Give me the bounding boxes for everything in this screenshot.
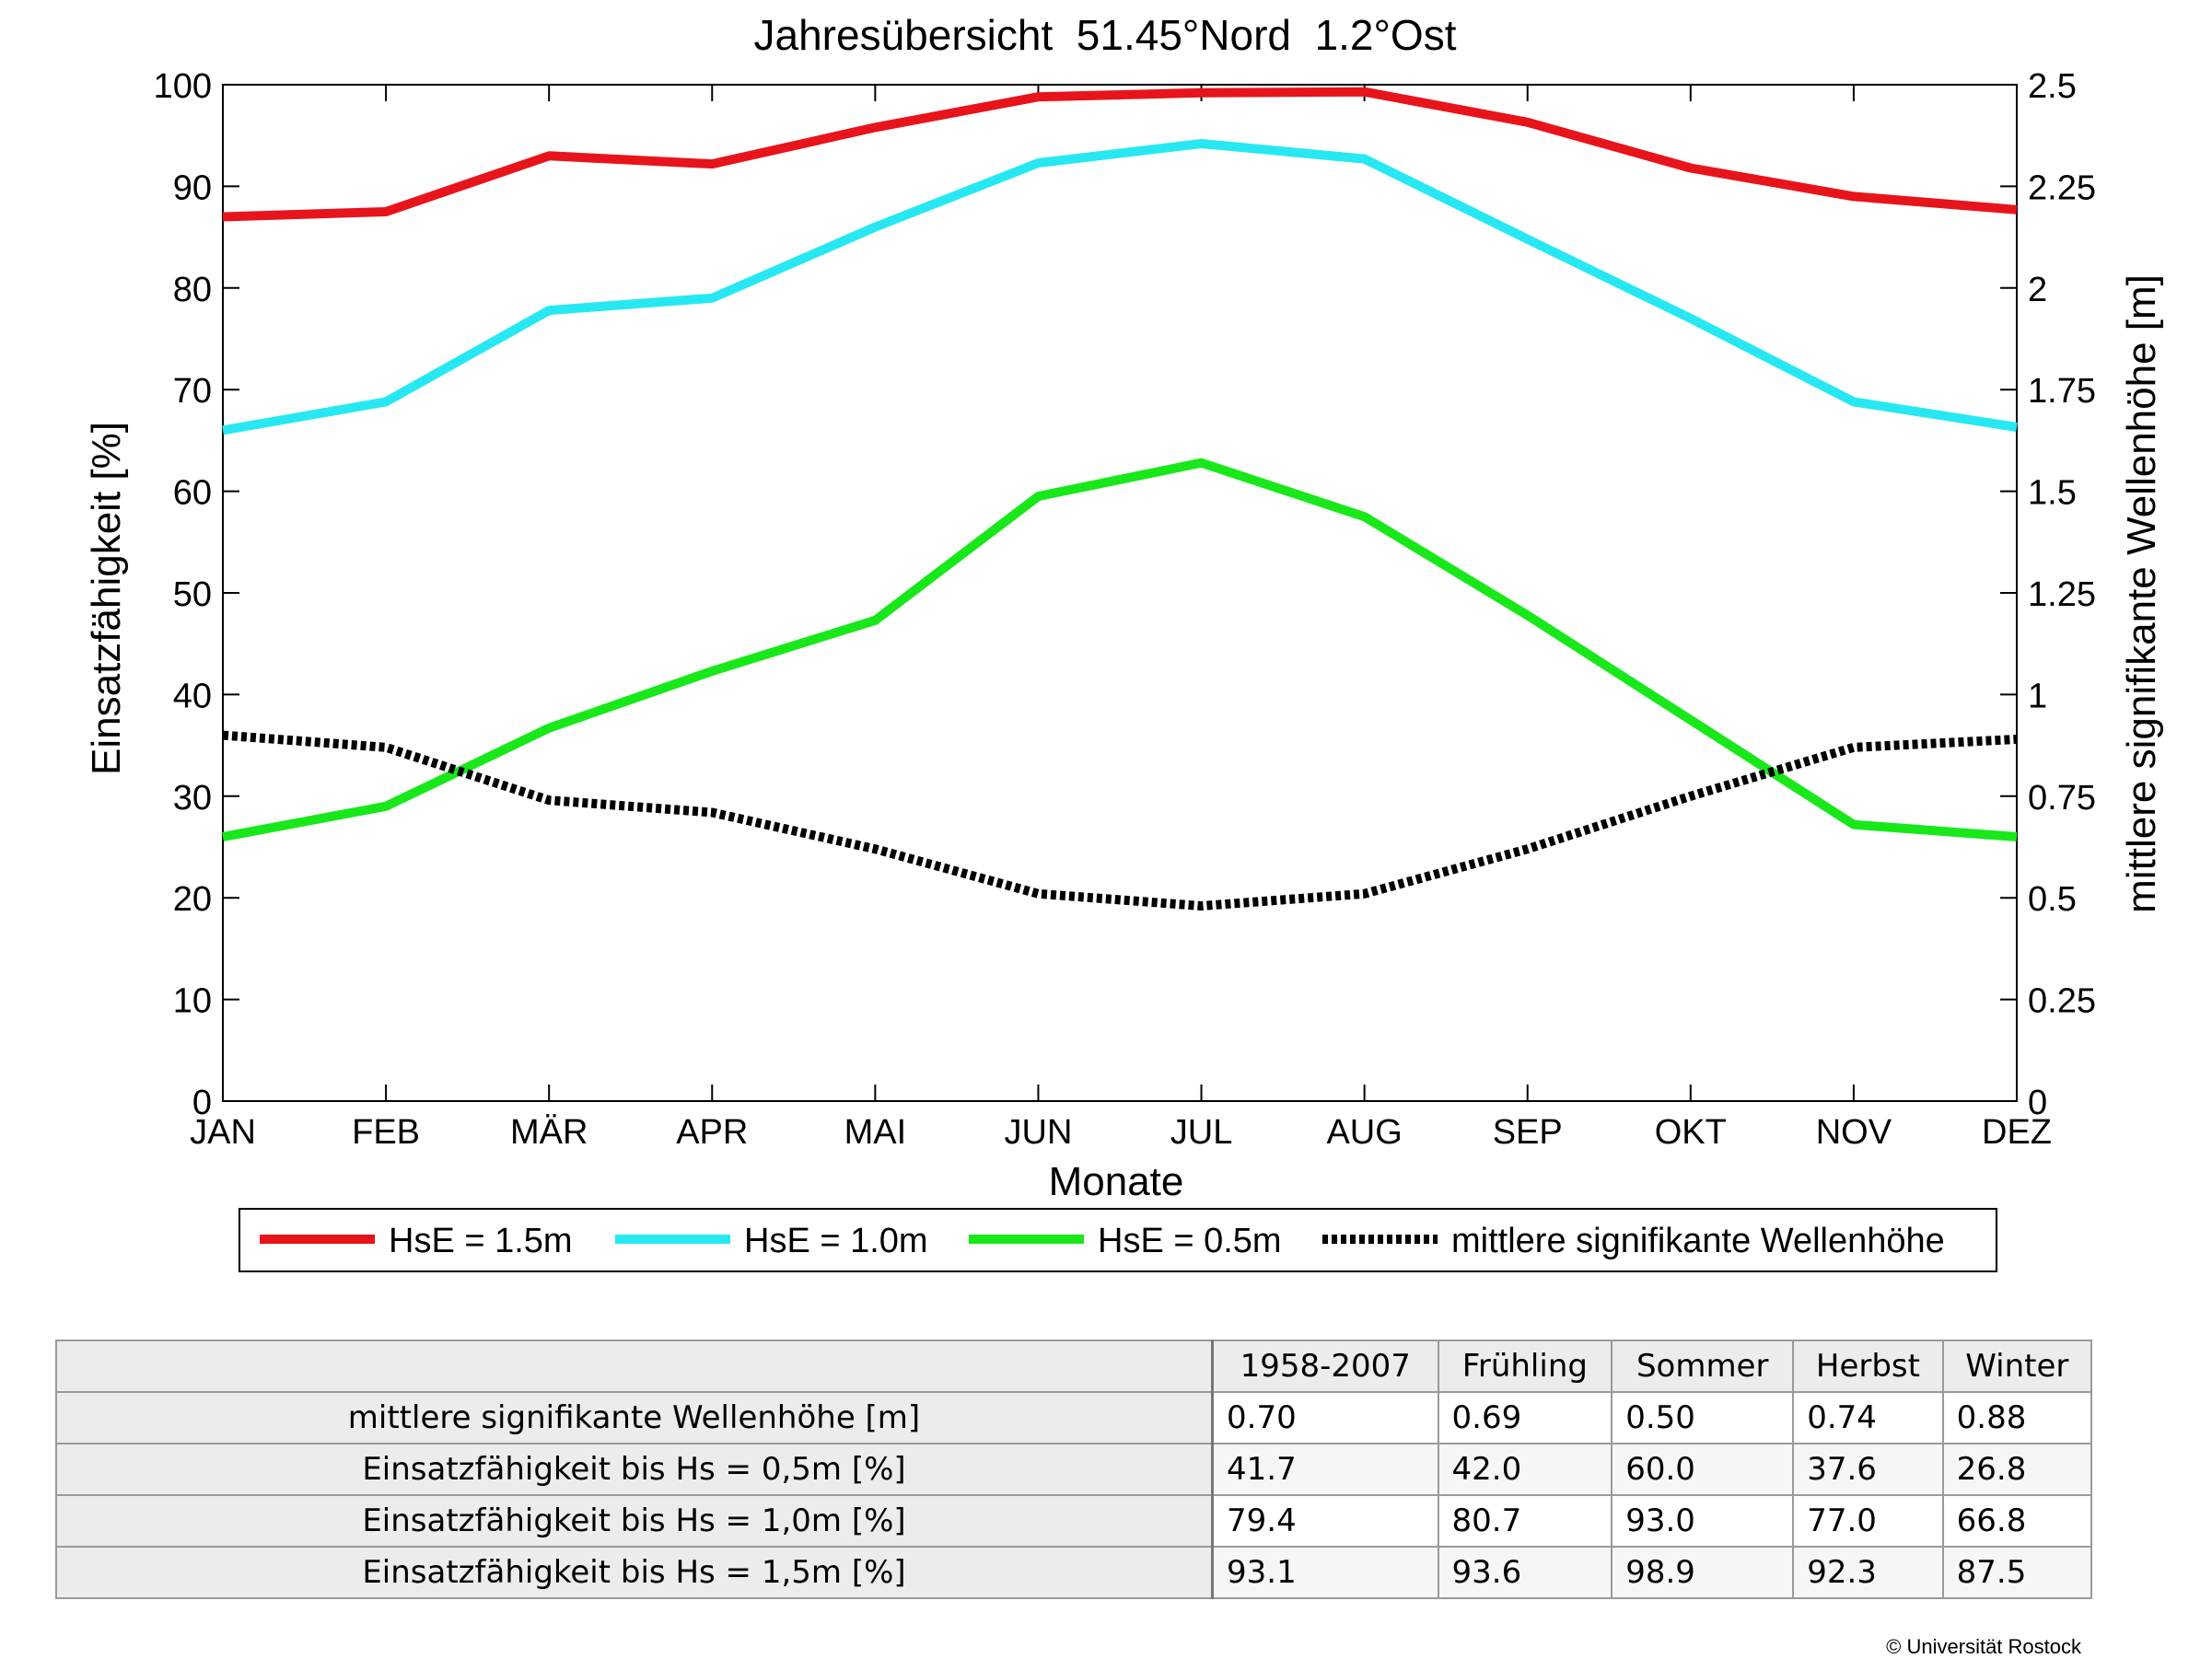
legend: HsE = 1.5m HsE = 1.0m HsE = 0.5m mittlere s… [239, 1208, 1997, 1272]
x-tick-label: APR [676, 1113, 748, 1152]
table-corner-cell [55, 1340, 1214, 1393]
legend-box [239, 1208, 1997, 1272]
y-tick-label: 20 [173, 880, 212, 919]
y-right-tick-label: 1 [2028, 677, 2047, 715]
plot-area [222, 84, 2018, 1102]
legend-entry-label: HsE = 0.5m [1098, 1222, 1282, 1260]
y-right-tick-label: 0.25 [2028, 982, 2096, 1021]
table-cell: 79.4 [1211, 1494, 1439, 1548]
legend-entry-label: HsE = 1.5m [389, 1222, 573, 1260]
y-right-tick-label: 2 [2028, 271, 2047, 309]
table-cell: 98.9 [1611, 1546, 1795, 1599]
table-cell: 0.69 [1437, 1391, 1613, 1444]
table-cell: 0.70 [1211, 1391, 1439, 1444]
table-cell: 93.1 [1211, 1546, 1439, 1599]
table-row: Einsatzfähigkeit bis Hs = 1,0m [%] 79.4 … [55, 1494, 2093, 1548]
table-header-row: 1958-2007 Frühling Sommer Herbst Winter [55, 1340, 2093, 1393]
column-header: Frühling [1437, 1340, 1613, 1393]
series-lines [222, 87, 2018, 911]
table-cell: 0.50 [1611, 1391, 1795, 1444]
table-cell: 93.0 [1611, 1494, 1795, 1548]
table-cell: 42.0 [1437, 1443, 1613, 1496]
table-cell: 0.74 [1792, 1391, 1944, 1444]
table-cell: 87.5 [1941, 1546, 2093, 1599]
y-tick-label: 50 [173, 575, 212, 614]
table-cell: 26.8 [1941, 1443, 2093, 1496]
y-right-tick-label: 0.75 [2028, 779, 2096, 818]
y-right-tick-label: 0 [2028, 1084, 2047, 1122]
plot-frame [222, 84, 2018, 1102]
series-line [222, 730, 2018, 911]
row-label: Einsatzfähigkeit bis Hs = 1,0m [%] [55, 1494, 1214, 1548]
table-cell: 92.3 [1792, 1546, 1944, 1599]
y-tick-label: 0 [192, 1084, 212, 1122]
table-cell: 41.7 [1211, 1443, 1439, 1496]
legend-entry-label: HsE = 1.0m [744, 1222, 928, 1260]
table-row: Einsatzfähigkeit bis Hs = 0,5m [%] 41.7 … [55, 1443, 2093, 1496]
column-header: Herbst [1792, 1340, 1944, 1393]
column-header: Sommer [1611, 1340, 1795, 1393]
table-cell: 77.0 [1792, 1494, 1944, 1548]
table-cell: 66.8 [1941, 1494, 2093, 1548]
series-line [222, 139, 2018, 435]
chart-title: Jahresübersicht 51.45°Nord 1.2°Ost [754, 11, 1457, 59]
x-tick-label: FEB [352, 1113, 420, 1152]
y-axis-label-left: Einsatzfähigkeit [%] [84, 422, 129, 775]
y-tick-label: 90 [173, 168, 212, 207]
x-axis: JAN FEB MÄR APR MAI JUN JUL AUG SEP OKT NOV DEZ [190, 85, 2052, 1152]
column-header: 1958-2007 [1211, 1340, 1439, 1393]
series-line [222, 458, 2018, 841]
y-tick-label: 80 [173, 271, 212, 309]
y-tick-label: 30 [173, 779, 212, 818]
x-tick-label: MAI [844, 1113, 907, 1152]
y-axis-label-right: mittlere signifikante Wellenhöhe [m] [2119, 274, 2164, 913]
x-tick-label: JAN [190, 1113, 256, 1152]
table-row: Einsatzfähigkeit bis Hs = 1,5m [%] 93.1 … [55, 1546, 2093, 1599]
table-cell: 93.6 [1437, 1546, 1613, 1599]
y-axis-left: 0 10 20 30 40 50 60 70 80 90 100 [154, 67, 239, 1122]
x-tick-label: SEP [1493, 1113, 1563, 1152]
table-cell: 37.6 [1792, 1443, 1944, 1496]
row-label: Einsatzfähigkeit bis Hs = 0,5m [%] [55, 1443, 1214, 1496]
table-row: mittlere signifikante Wellenhöhe [m] 0.7… [55, 1391, 2093, 1444]
row-label: mittlere signifikante Wellenhöhe [m] [55, 1391, 1214, 1444]
x-tick-label: JUN [1005, 1113, 1073, 1152]
y-right-tick-label: 0.5 [2028, 880, 2077, 919]
table-cell: 60.0 [1611, 1443, 1795, 1496]
x-axis-label: Monate [1049, 1159, 1184, 1204]
x-tick-label: DEZ [1982, 1113, 2052, 1152]
y-right-tick-label: 2.5 [2028, 67, 2077, 106]
x-tick-label: OKT [1655, 1113, 1727, 1152]
y-right-tick-label: 2.25 [2028, 168, 2096, 207]
y-right-tick-label: 1.5 [2028, 474, 2077, 513]
series-line [222, 87, 2018, 222]
x-tick-label: MÄR [510, 1113, 588, 1152]
chart: Jahresübersicht 51.45°Nord 1.2°Ost 01020… [84, 11, 2164, 1272]
y-tick-label: 60 [173, 474, 212, 513]
statistics-table: 1958-2007 Frühling Sommer Herbst Winter … [55, 1340, 2093, 1599]
y-tick-label: 70 [173, 372, 212, 411]
table-cell: 80.7 [1437, 1494, 1613, 1548]
y-tick-label: 40 [173, 677, 212, 715]
x-tick-label: NOV [1816, 1113, 1892, 1152]
x-tick-label: JUL [1170, 1113, 1233, 1152]
x-tick-label: AUG [1326, 1113, 1402, 1152]
copyright-credit: © Universität Rostock [1886, 1635, 2081, 1658]
y-tick-label: 10 [173, 982, 212, 1021]
row-label: Einsatzfähigkeit bis Hs = 1,5m [%] [55, 1546, 1214, 1599]
y-tick-label: 100 [154, 67, 212, 106]
y-right-tick-label: 1.25 [2028, 575, 2096, 614]
y-axis-right: 0 0.25 0.5 0.75 1 1.25 1.5 1.75 2 2.25 2.5 [2000, 67, 2096, 1122]
y-right-tick-label: 1.75 [2028, 372, 2096, 411]
legend-entry-label: mittlere signifikante Wellenhöhe [1451, 1222, 1945, 1260]
table-cell: 0.88 [1941, 1391, 2093, 1444]
column-header: Winter [1941, 1340, 2093, 1393]
